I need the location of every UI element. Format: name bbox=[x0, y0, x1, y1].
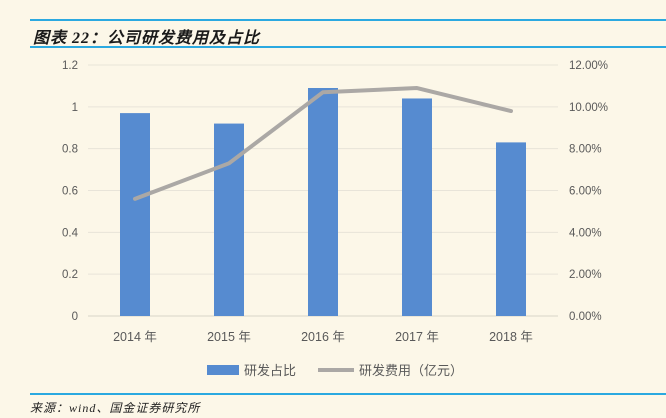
bar-2017年 bbox=[402, 98, 432, 316]
bar-2015年 bbox=[214, 123, 244, 316]
combo-chart: 0 0.00% 0.2 2.00% 0.4 4.00% 0.6 6.00% 0.8 8.00% 1 1… bbox=[62, 60, 608, 378]
x-axis-label: 2014 年 bbox=[113, 330, 157, 344]
chart-area: 0 0.00% 0.2 2.00% 0.4 4.00% 0.6 6.00% 0.8 8.00% 1 1… bbox=[0, 50, 666, 390]
left-axis-tick: 1.2 bbox=[62, 60, 78, 72]
title-bottom-rule bbox=[30, 46, 666, 48]
bar-2014年 bbox=[120, 113, 150, 316]
legend-line-label: 研发费用（亿元） bbox=[359, 363, 463, 378]
right-axis-tick: 0.00% bbox=[569, 311, 602, 323]
source-attribution: 来源：wind、国金证券研究所 bbox=[30, 401, 201, 415]
right-axis-tick: 2.00% bbox=[569, 269, 602, 281]
line-series bbox=[133, 86, 513, 201]
legend-bar-label: 研发占比 bbox=[244, 363, 296, 378]
right-axis-tick: 4.00% bbox=[569, 227, 602, 239]
bar-2016年 bbox=[308, 88, 338, 316]
left-axis-tick: 0.2 bbox=[62, 269, 78, 281]
left-axis-tick: 0.8 bbox=[62, 144, 78, 156]
left-axis-tick: 0.6 bbox=[62, 186, 78, 198]
footer-rule bbox=[30, 393, 666, 395]
x-axis-label: 2015 年 bbox=[207, 330, 251, 344]
bar-2018年 bbox=[496, 142, 526, 316]
right-axis-tick: 10.00% bbox=[569, 102, 608, 114]
right-axis-tick: 8.00% bbox=[569, 144, 602, 156]
title-top-rule bbox=[30, 19, 666, 21]
left-axis-tick: 0.4 bbox=[62, 227, 79, 239]
legend-bar-swatch bbox=[207, 365, 239, 375]
x-axis-label: 2016 年 bbox=[301, 330, 345, 344]
x-axis-label: 2018 年 bbox=[489, 330, 533, 344]
left-axis-tick: 1 bbox=[72, 102, 78, 114]
figure-title: 图表 22：公司研发费用及占比 bbox=[33, 30, 261, 47]
left-axis-tick: 0 bbox=[72, 311, 78, 323]
x-axis-label: 2017 年 bbox=[395, 330, 439, 344]
right-axis-tick: 6.00% bbox=[569, 186, 602, 198]
right-axis-tick: 12.00% bbox=[569, 60, 608, 72]
